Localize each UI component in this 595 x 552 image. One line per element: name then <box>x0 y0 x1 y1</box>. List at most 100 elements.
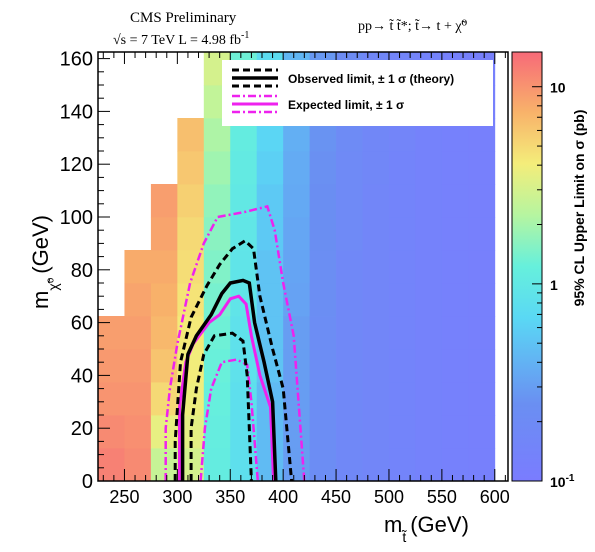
heatmap-cell <box>124 382 152 416</box>
legend-expected-label-pm: ± 1 σ <box>376 98 404 112</box>
heatmap-cell <box>150 382 178 416</box>
legend-observed-label-pm: ± 1 σ (theory) <box>378 72 454 86</box>
color-scale-tick-label: 1 <box>550 277 558 293</box>
heatmap-cell <box>203 415 231 449</box>
heatmap-cell <box>388 250 416 284</box>
heatmap-cell <box>441 217 469 251</box>
heatmap-cell <box>336 316 363 350</box>
heatmap-cell <box>362 448 390 482</box>
heatmap-cell <box>203 151 231 185</box>
heatmap-cell <box>150 448 178 482</box>
heatmap-cell <box>441 184 469 218</box>
x-tick-label: 350 <box>215 487 245 507</box>
heatmap-cell <box>203 349 231 383</box>
heatmap-cell <box>441 382 469 416</box>
heatmap-cell <box>336 250 363 284</box>
heatmap-cell <box>124 250 152 284</box>
y-tick-label: 80 <box>71 260 93 282</box>
heatmap-cell <box>388 448 416 482</box>
x-tick-label: 300 <box>162 487 192 507</box>
limit-contours <box>164 204 306 482</box>
heatmap-cell <box>441 250 469 284</box>
heatmap-cell <box>177 184 205 218</box>
heatmap-cell <box>230 250 258 284</box>
heatmap-cell <box>98 415 125 449</box>
heatmap-cell <box>150 217 178 251</box>
heatmap-cell <box>336 382 363 416</box>
heatmap-cell <box>150 184 178 218</box>
heatmap-cell <box>362 184 390 218</box>
heatmap-cell <box>309 184 337 218</box>
process-label: pp→ t̃ t̃*; t̃→ t + χ̃⁰ <box>358 19 468 34</box>
heatmap-cell <box>468 217 496 251</box>
heatmap-cell <box>309 151 337 185</box>
x-tick-label: 250 <box>109 487 139 507</box>
heatmap-cell <box>362 250 390 284</box>
heatmap-cell <box>150 316 178 350</box>
y-tick-label: 0 <box>82 471 93 493</box>
heatmap-cell <box>283 448 311 482</box>
heatmap-cell <box>441 316 469 350</box>
heatmap-cell <box>468 151 496 185</box>
heatmap-cell <box>362 151 390 185</box>
expected-plus-1sigma-line <box>164 204 306 482</box>
heatmap-cell <box>124 448 152 482</box>
legend-expected-label-main: Expected limit, <box>288 98 376 112</box>
heatmap-cell <box>388 382 416 416</box>
heatmap-cell <box>415 250 443 284</box>
heatmap-cell <box>441 415 469 449</box>
x-tick-label: 500 <box>374 487 404 507</box>
heatmap-cell <box>415 151 443 185</box>
heatmap-cell <box>388 349 416 383</box>
x-axis-title-unit: (GeV) <box>410 512 469 537</box>
heatmap-cell <box>309 283 337 317</box>
heatmap-cell <box>309 217 337 251</box>
heatmap-cell <box>283 217 311 251</box>
x-tick-label: 600 <box>480 487 510 507</box>
color-scale-tick-base: 1 <box>550 277 558 293</box>
heatmap-cell <box>98 316 125 350</box>
heatmap-cell <box>336 448 363 482</box>
y-axis-title: mχ̃⁰ (GeV) <box>28 215 61 309</box>
legend: Observed limit, ± 1 σ (theory) Expected … <box>222 60 493 126</box>
heatmap-cell <box>283 415 311 449</box>
heatmap-cell <box>256 184 284 218</box>
heatmap-cell <box>336 349 363 383</box>
heatmap-cell <box>177 118 205 152</box>
heatmap-cell <box>309 250 337 284</box>
heatmap-cell <box>441 151 469 185</box>
heatmap-cell <box>468 349 496 383</box>
color-scale-tick-label: 10-1 <box>550 473 575 490</box>
heatmap-cell <box>124 316 152 350</box>
heatmap-cell <box>98 349 125 383</box>
heatmap-cell <box>98 382 125 416</box>
color-scale-tick-base: 10 <box>550 80 566 96</box>
heatmap-cell <box>230 184 258 218</box>
y-tick-label: 120 <box>60 154 93 176</box>
heatmap-cell <box>98 448 125 482</box>
lumi-label: √s = 7 TeV L = 4.98 fb-1 <box>113 30 249 48</box>
heatmap-cell <box>177 283 205 317</box>
heatmap-cell <box>256 151 284 185</box>
heatmap-cell <box>362 382 390 416</box>
heatmap-cell <box>230 349 258 383</box>
lumi-label-text: √s = 7 TeV L = 4.98 fb <box>113 33 241 48</box>
observed-plus-1sigma-line <box>173 238 294 482</box>
y-axis-title-main: m <box>28 291 53 309</box>
heatmap-cell <box>468 382 496 416</box>
legend-observed-label: Observed limit, ± 1 σ (theory) <box>288 72 454 86</box>
heatmap-cell <box>230 151 258 185</box>
heatmap-cell <box>441 448 469 482</box>
experiment-label: CMS Preliminary <box>130 10 237 26</box>
heatmap-cell <box>415 316 443 350</box>
heatmap-cell <box>441 283 469 317</box>
heatmap-cell <box>362 415 390 449</box>
heatmap-cell <box>124 283 152 317</box>
color-scale-tick-label: 10 <box>550 80 566 96</box>
y-tick-label: 20 <box>71 418 93 440</box>
heatmap-cell <box>468 316 496 350</box>
heatmap-cell <box>150 250 178 284</box>
y-axis-title-unit: (GeV) <box>28 215 53 274</box>
heatmap-cell <box>309 316 337 350</box>
